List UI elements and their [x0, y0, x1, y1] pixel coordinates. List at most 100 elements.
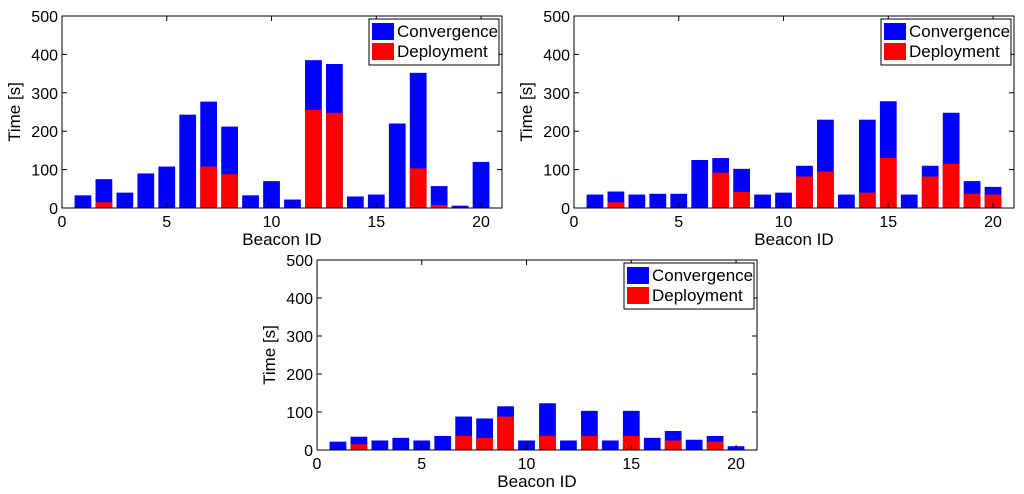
- convergence-bar-16: [388, 123, 406, 208]
- deployment-bar-19: [706, 441, 724, 450]
- convergence-bar-1: [586, 194, 604, 208]
- deployment-bar-7: [712, 172, 730, 208]
- convergence-bar-1: [74, 195, 92, 208]
- chart-svg: 0 100 200 300 400 500 0 5 10 15 20 Beacon ID Time [s…: [517, 9, 1015, 249]
- deployment-bar-9: [497, 416, 514, 450]
- x-tick-label: 15: [622, 456, 640, 473]
- deployment-bar-2: [607, 202, 625, 208]
- convergence-legend-label: Convergence: [397, 22, 498, 41]
- deployment-bar-12: [305, 110, 322, 208]
- convergence-bar-12: [560, 440, 577, 450]
- deployment-bar-17: [409, 168, 427, 208]
- y-tick-label: 500: [543, 9, 570, 26]
- convergence-bar-10: [775, 192, 792, 208]
- convergence-bar-6: [434, 435, 452, 450]
- convergence-legend-label: Convergence: [652, 266, 753, 285]
- x-tick-label: 0: [570, 214, 579, 231]
- convergence-bar-3: [371, 440, 389, 450]
- y-tick-label: 500: [31, 9, 58, 26]
- deployment-bar-7: [455, 435, 473, 450]
- convergence-bar-19: [451, 205, 469, 208]
- chart-bottom: 0 100 200 300 400 500 0 5 10 15 20 Beacon ID Time [s…: [255, 248, 767, 494]
- y-tick-label: 400: [543, 47, 570, 64]
- convergence-bar-6: [179, 114, 197, 208]
- convergence-bar-3: [628, 194, 646, 208]
- deployment-bar-11: [796, 176, 813, 208]
- convergence-bar-3: [116, 192, 134, 208]
- convergence-bar-18: [685, 439, 703, 450]
- deployment-bar-12: [817, 171, 834, 208]
- convergence-bar-18: [430, 186, 448, 208]
- x-axis-label: Beacon ID: [497, 472, 576, 491]
- convergence-bar-4: [137, 173, 155, 208]
- deployment-legend-swatch: [372, 43, 394, 60]
- y-tick-label: 300: [543, 86, 570, 103]
- y-tick-label: 400: [286, 291, 313, 308]
- deployment-bar-17: [664, 440, 682, 450]
- y-tick-label: 100: [543, 163, 570, 180]
- convergence-bar-9: [242, 195, 259, 208]
- x-axis-label: Beacon ID: [754, 230, 833, 249]
- deployment-bar-17: [921, 176, 939, 208]
- convergence-bar-11: [284, 199, 301, 208]
- deployment-legend-label: Deployment: [909, 42, 1000, 61]
- deployment-bar-18: [430, 204, 448, 208]
- convergence-bar-10: [263, 181, 280, 208]
- deployment-bar-14: [858, 192, 876, 208]
- x-tick-label: 0: [313, 456, 322, 473]
- convergence-bar-13: [838, 194, 855, 208]
- y-tick-label: 500: [286, 253, 313, 270]
- x-tick-label: 20: [984, 214, 1002, 231]
- deployment-legend-label: Deployment: [397, 42, 488, 61]
- convergence-bar-14: [346, 196, 364, 208]
- deployment-bar-13: [326, 112, 343, 208]
- deployment-bar-19: [963, 193, 981, 208]
- deployment-legend-label: Deployment: [652, 286, 743, 305]
- y-tick-label: 200: [286, 367, 313, 384]
- deployment-bar-20: [984, 194, 1002, 208]
- convergence-bar-16: [900, 194, 918, 208]
- x-tick-label: 10: [518, 456, 536, 473]
- deployment-bar-2: [95, 202, 113, 208]
- deployment-bar-11: [539, 435, 556, 450]
- x-tick-label: 0: [58, 214, 67, 231]
- deployment-bar-8: [733, 191, 750, 208]
- x-tick-label: 5: [417, 456, 426, 473]
- chart-svg: 0 100 200 300 400 500 0 5 10 15 20 Beacon ID Time [s…: [260, 253, 758, 491]
- axes-box: [316, 259, 758, 451]
- chart-top-left: 0 100 200 300 400 500 0 5 10 15 20 Beacon ID Time [s…: [0, 0, 512, 250]
- convergence-bar-14: [601, 440, 619, 450]
- x-tick-label: 15: [367, 214, 385, 231]
- x-tick-label: 5: [162, 214, 171, 231]
- convergence-bar-4: [392, 437, 410, 450]
- y-tick-label: 200: [543, 124, 570, 141]
- convergence-bar-4: [649, 193, 667, 208]
- deployment-bar-18: [942, 163, 960, 208]
- deployment-bar-8: [476, 437, 493, 450]
- deployment-bar-15: [879, 158, 897, 208]
- deployment-bar-8: [221, 174, 238, 208]
- convergence-bar-1: [329, 441, 347, 450]
- y-tick-label: 100: [31, 163, 58, 180]
- convergence-bar-5: [670, 193, 688, 208]
- convergence-bar-5: [158, 166, 176, 208]
- convergence-bar-2: [95, 179, 113, 208]
- deployment-legend-swatch: [884, 43, 906, 60]
- convergence-bar-9: [754, 194, 771, 208]
- deployment-bar-13: [581, 435, 598, 450]
- convergence-bar-16: [643, 437, 661, 450]
- y-tick-label: 400: [31, 47, 58, 64]
- convergence-legend-label: Convergence: [909, 22, 1010, 41]
- y-tick-label: 0: [561, 201, 570, 218]
- deployment-bar-2: [350, 444, 368, 450]
- y-tick-label: 100: [286, 405, 313, 422]
- y-tick-label: 300: [286, 329, 313, 346]
- convergence-bar-14: [858, 119, 876, 208]
- y-axis-label: Time [s]: [5, 82, 24, 142]
- convergence-bar-20: [472, 161, 490, 208]
- chart-top-right: 0 100 200 300 400 500 0 5 10 15 20 Beacon ID Time [s…: [512, 0, 1024, 250]
- y-axis-label: Time [s]: [517, 82, 536, 142]
- x-axis-label: Beacon ID: [242, 230, 321, 249]
